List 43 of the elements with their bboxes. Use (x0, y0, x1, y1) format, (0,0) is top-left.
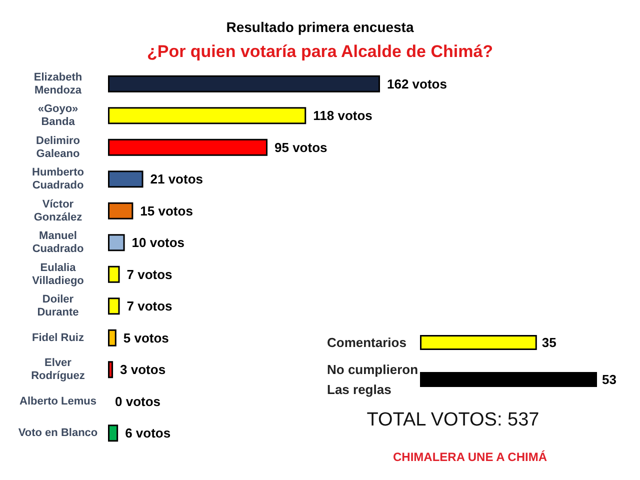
data-label: 162 votos (387, 76, 447, 92)
data-label: 118 votos (313, 108, 372, 124)
bar (108, 107, 306, 124)
y-tick-label: Humberto Cuadrado (32, 166, 84, 192)
y-tick-label: Delimiro Galeano (36, 134, 80, 160)
y-tick-label: Fidel Ruiz (32, 332, 84, 344)
data-label: 35 (542, 335, 556, 350)
data-label: 5 votos (123, 330, 169, 346)
data-label: 7 votos (126, 298, 172, 314)
data-label: 21 votos (150, 172, 204, 187)
y-tick-label: Manuel Cuadrado (32, 230, 84, 256)
y-tick-label: Elizabeth Mendoza (34, 71, 82, 96)
bar (108, 138, 268, 156)
data-label: 6 votos (125, 426, 171, 441)
bar (108, 424, 118, 442)
y-tick-label: Elver Rodríguez (31, 357, 86, 382)
data-label: 95 votos (274, 140, 328, 155)
bar (108, 266, 120, 283)
bar (108, 361, 114, 378)
y-tick-label: No cumplieron Las reglas (327, 362, 418, 397)
y-tick-label: Víctor González (34, 198, 83, 224)
bar (108, 298, 120, 315)
bar (108, 75, 380, 92)
chart-title: Resultado primera encuesta (226, 19, 414, 35)
data-label: 3 votos (120, 362, 166, 378)
bar (108, 202, 134, 220)
bar (108, 234, 125, 252)
text: CHIMALERA UNE A CHIMÁ (393, 450, 548, 464)
y-tick-label: Alberto Lemus (19, 395, 97, 408)
y-tick-label: Comentarios (327, 335, 406, 350)
annotation: TOTAL VOTOS: 537 (366, 410, 540, 430)
y-tick-label: Voto en Blanco (18, 427, 98, 440)
data-label: 15 votos (140, 203, 193, 218)
chart-subtitle: ¿Por quien votaría para Alcalde de Chimá? (146, 42, 494, 61)
bar (108, 329, 116, 346)
bar (108, 170, 144, 188)
data-label: 10 votos (132, 235, 185, 250)
data-label: 0 votos (115, 394, 161, 409)
y-tick-label: Eulalia Villadiego (32, 262, 84, 287)
data-label: 7 votos (126, 266, 172, 282)
y-tick-label: Doiler Durante (37, 294, 79, 319)
y-tick-label: «Goyo» Banda (38, 103, 78, 128)
data-label: 53 (602, 372, 616, 387)
